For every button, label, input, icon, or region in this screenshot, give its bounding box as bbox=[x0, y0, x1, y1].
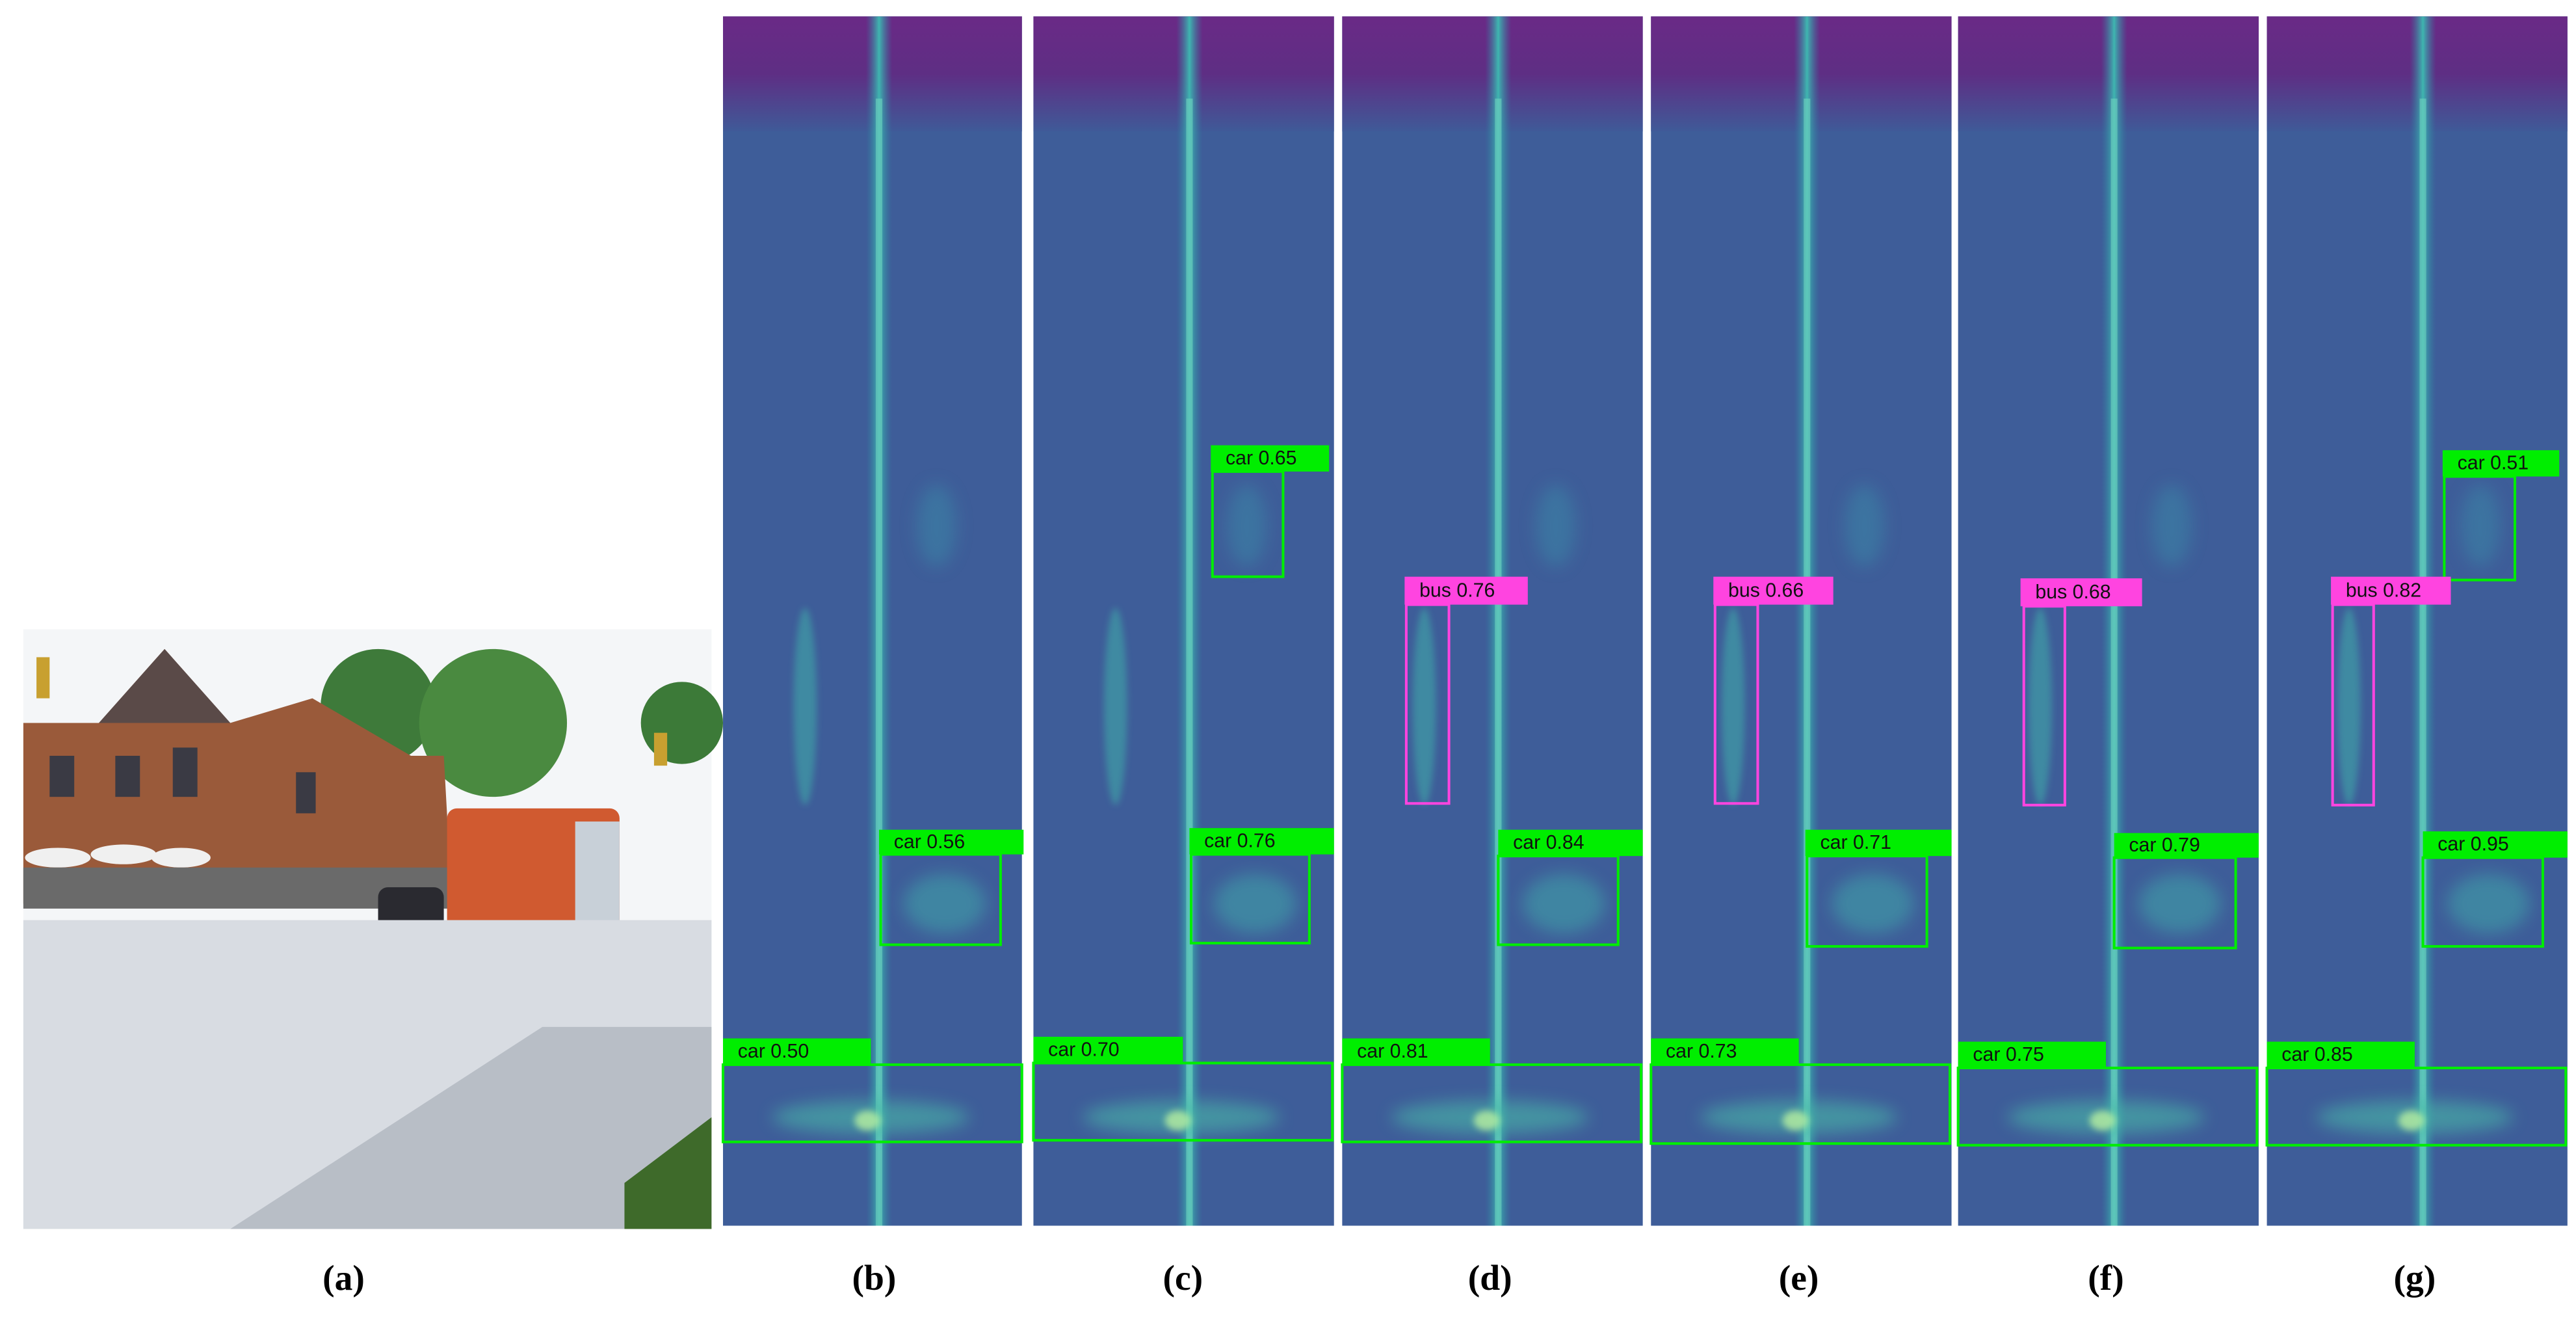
detection-label: car 0.65 bbox=[1226, 447, 1296, 469]
heatmap-line-core bbox=[1804, 98, 1811, 1226]
heatmap-blob bbox=[2029, 607, 2052, 805]
detection-label-bg bbox=[1404, 576, 1528, 605]
heatmap-line-core bbox=[1186, 98, 1193, 1226]
panel-caption: (e) bbox=[1779, 1258, 1819, 1298]
heatmap-hot bbox=[1782, 1110, 1809, 1130]
heatmap-panel: bus 0.68 car 0.79 car 0.75 bbox=[1956, 16, 2259, 1226]
panel-caption: (f) bbox=[2088, 1258, 2124, 1298]
heatmap-blob bbox=[903, 874, 986, 933]
detection-label-bg bbox=[1498, 829, 1643, 857]
heatmap-blob bbox=[793, 607, 817, 805]
detection-label: car 0.73 bbox=[1666, 1041, 1737, 1062]
detection-label: car 0.71 bbox=[1820, 832, 1891, 853]
detection-label-bg bbox=[2020, 578, 2142, 607]
heatmap-blob bbox=[1523, 874, 1605, 933]
heatmap-panel: car 0.51 bus 0.82 car 0.95 car 0.85 bbox=[2265, 16, 2568, 1226]
detection-label: car 0.81 bbox=[1357, 1041, 1428, 1062]
heatmap-line-core bbox=[1495, 98, 1502, 1226]
heatmap-hot bbox=[1473, 1110, 1500, 1130]
heatmap-blob bbox=[1845, 485, 1884, 567]
detection-label-bg bbox=[1189, 828, 1334, 855]
heatmap-blob bbox=[2460, 485, 2501, 567]
heatmap-hot bbox=[2398, 1110, 2425, 1130]
detection-box bbox=[1341, 1063, 1643, 1143]
detection-label-bg bbox=[723, 1038, 871, 1065]
detection-box bbox=[721, 1063, 1023, 1143]
heatmap-line-core bbox=[875, 98, 883, 1226]
detection-label: car 0.84 bbox=[1513, 832, 1584, 853]
street-photo bbox=[23, 629, 724, 1229]
detection-label-bg bbox=[2331, 576, 2451, 605]
heatmap-panel: bus 0.66 car 0.71 car 0.73 bbox=[1649, 16, 1952, 1226]
heatmap-blob bbox=[917, 485, 956, 567]
heatmap-blob bbox=[1832, 874, 1914, 933]
detection-label: car 0.79 bbox=[2129, 834, 2200, 856]
heatmap-blob bbox=[2337, 607, 2361, 805]
heatmap-blob bbox=[2138, 874, 2221, 933]
detection-label-bg bbox=[1342, 1038, 1490, 1065]
heatmap-blob bbox=[2447, 874, 2530, 933]
detection-label: car 0.70 bbox=[1048, 1039, 1119, 1060]
heatmap-blob bbox=[1721, 607, 1745, 805]
panel-caption: (d) bbox=[1468, 1258, 1512, 1298]
detection-label-bg bbox=[2442, 450, 2560, 477]
detection-label: bus 0.82 bbox=[2346, 580, 2421, 601]
heatmap-line-core bbox=[2110, 98, 2118, 1226]
detection-label: car 0.51 bbox=[2458, 453, 2529, 474]
detection-label-bg bbox=[2114, 833, 2259, 858]
heatmap-blob bbox=[1412, 607, 1436, 805]
heatmap-panel: car 0.65 car 0.76 car 0.70 bbox=[1032, 16, 1334, 1226]
detection-label-bg bbox=[1651, 1038, 1799, 1065]
heatmap-hot bbox=[854, 1110, 881, 1130]
detection-label-bg bbox=[1713, 576, 1833, 605]
detection-label: bus 0.76 bbox=[1419, 580, 1495, 601]
detection-label: car 0.95 bbox=[2438, 834, 2508, 855]
heatmap-blob bbox=[1227, 485, 1267, 567]
heatmap-blob bbox=[2151, 485, 2192, 567]
heatmap-hot bbox=[2089, 1110, 2116, 1130]
detection-box bbox=[1649, 1063, 1952, 1145]
detection-label: bus 0.66 bbox=[1728, 580, 1804, 601]
detection-label: car 0.76 bbox=[1204, 831, 1275, 852]
heatmap-blob bbox=[1104, 607, 1127, 805]
detection-label-bg bbox=[2423, 831, 2568, 858]
panel-caption: (c) bbox=[1163, 1258, 1203, 1298]
panel-caption: (a) bbox=[322, 1258, 365, 1298]
detection-label: car 0.50 bbox=[738, 1041, 809, 1062]
panel-caption: (g) bbox=[2394, 1258, 2436, 1298]
detection-label: car 0.75 bbox=[1973, 1044, 2044, 1065]
detection-label-bg bbox=[1958, 1041, 2107, 1068]
detection-label-bg bbox=[878, 829, 1024, 855]
detection-label: car 0.56 bbox=[894, 831, 965, 853]
detection-box bbox=[1956, 1066, 2259, 1147]
heatmap-panel: bus 0.76 car 0.84 car 0.81 bbox=[1341, 16, 1643, 1226]
heatmap-blob bbox=[1536, 485, 1576, 567]
heatmap-line-core bbox=[2419, 98, 2426, 1226]
detection-label-bg bbox=[1033, 1036, 1183, 1063]
detection-label: car 0.85 bbox=[2281, 1044, 2352, 1065]
heatmap-hot bbox=[1164, 1110, 1191, 1130]
panel-caption: (b) bbox=[852, 1258, 896, 1298]
heatmap-panel: car 0.56 car 0.50 bbox=[721, 16, 1024, 1226]
detection-label-bg bbox=[2267, 1041, 2415, 1068]
detection-label-bg bbox=[1211, 445, 1330, 472]
detection-label: bus 0.68 bbox=[2035, 581, 2110, 603]
detection-label-bg bbox=[1805, 829, 1952, 857]
heatmap-blob bbox=[1214, 874, 1296, 933]
detection-box bbox=[2265, 1066, 2568, 1147]
